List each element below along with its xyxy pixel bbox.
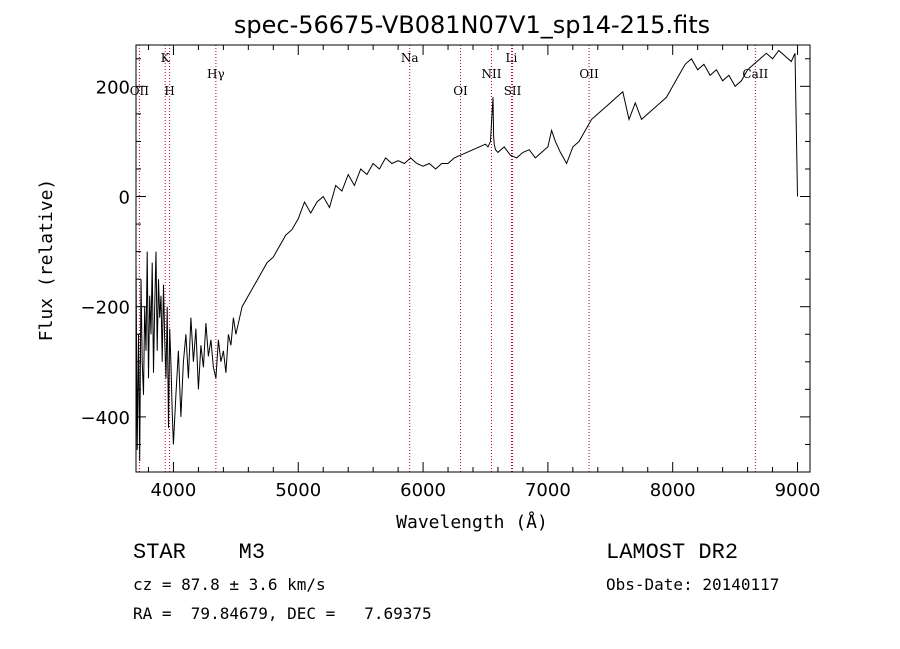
series-line-0 [135, 49, 798, 462]
x-tick-label: 8000 [650, 480, 696, 501]
x-tick-label: 4000 [151, 480, 197, 501]
line-markers: OII K H Hγ Na OI NII Li SII OII CaII [130, 45, 768, 472]
observation-date: Obs-Date: 20140117 [606, 575, 780, 594]
spectrum-series [135, 49, 798, 462]
line-marker-label-5: OI [453, 84, 468, 98]
line-marker-label-4: Na [401, 51, 419, 65]
y-tick-label: −400 [81, 408, 130, 429]
x-tick-label: 7000 [525, 480, 571, 501]
y-axis-label: Flux (relative) [36, 179, 57, 342]
line-marker-label-9: OII [579, 67, 599, 81]
x-tick-label: 6000 [400, 480, 446, 501]
line-marker-label-2: H [164, 84, 174, 98]
x-axis: 4000 5000 6000 7000 8000 9000 [147, 45, 821, 501]
plot-frame [135, 44, 811, 473]
line-marker-label-1: K [161, 51, 171, 65]
y-axis: −400 −200 0 200 [81, 58, 810, 473]
object-class: STAR M3 [133, 540, 266, 565]
y-tick-label: −200 [81, 298, 130, 319]
x-axis-label: Wavelength (Å) [396, 511, 548, 533]
y-tick-label: 200 [96, 77, 130, 98]
sky-coordinates: RA = 79.84679, DEC = 7.69375 [133, 604, 432, 623]
survey-name: LAMOST DR2 [606, 540, 739, 565]
redshift-velocity: cz = 87.8 ± 3.6 km/s [133, 575, 326, 594]
line-marker-label-6: NII [481, 67, 501, 81]
x-tick-label: 9000 [775, 480, 821, 501]
line-marker-label-7: Li [506, 51, 518, 65]
y-tick-label: 0 [119, 188, 130, 209]
line-marker-label-3: Hγ [207, 67, 225, 81]
line-marker-label-8: SII [504, 84, 522, 98]
x-tick-label: 5000 [275, 480, 321, 501]
line-marker-label-0: OII [130, 84, 150, 98]
line-marker-label-10: CaII [742, 67, 768, 81]
chart-title: spec-56675-VB081N07V1_sp14-215.fits [234, 11, 710, 39]
